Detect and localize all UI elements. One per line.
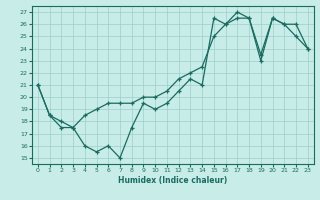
X-axis label: Humidex (Indice chaleur): Humidex (Indice chaleur) [118, 176, 228, 185]
